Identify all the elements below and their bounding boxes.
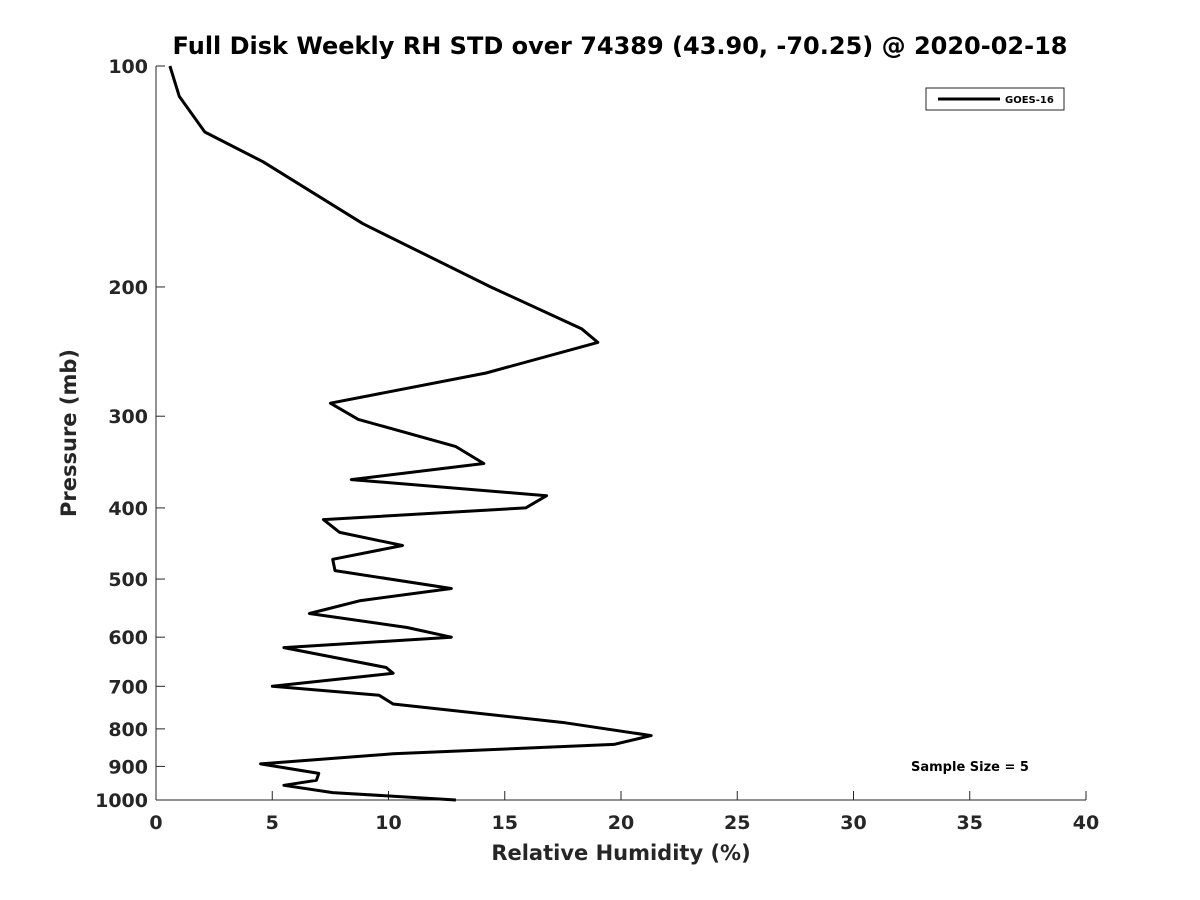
y-tick-label: 1000	[95, 790, 148, 812]
y-tick-label: 200	[108, 277, 148, 299]
y-tick-label: 300	[108, 406, 148, 428]
y-tick-label: 900	[108, 756, 148, 778]
legend: GOES-16	[925, 87, 1065, 111]
y-tick-label: 100	[108, 56, 148, 78]
y-axis-label: Pressure (mb)	[57, 349, 81, 517]
x-axis-ticks: 0 5 10 15 20 25 30 35 40	[149, 791, 1099, 834]
x-axis-label: Relative Humidity (%)	[491, 841, 750, 865]
x-tick-label: 20	[608, 812, 634, 834]
series-line-0	[168, 65, 653, 802]
sample-size-annotation: Sample Size = 5	[911, 760, 1029, 775]
x-tick-label: 10	[375, 812, 401, 834]
chart-title: Full Disk Weekly RH STD over 74389 (43.9…	[173, 32, 1068, 60]
series-layer	[168, 65, 653, 802]
legend-label-goes-16: GOES-16	[1005, 95, 1054, 106]
x-tick-label: 40	[1073, 812, 1099, 834]
x-tick-label: 0	[149, 812, 162, 834]
y-axis-ticks: 100 200 300 400 500 600 700 800 900 1000	[95, 56, 165, 812]
y-tick-label: 600	[108, 627, 148, 649]
y-tick-label: 800	[108, 719, 148, 741]
y-tick-label: 700	[108, 676, 148, 698]
x-tick-label: 5	[266, 812, 279, 834]
x-tick-label: 15	[492, 812, 518, 834]
y-tick-label: 500	[108, 569, 148, 591]
x-tick-label: 25	[724, 812, 750, 834]
y-tick-label: 400	[108, 498, 148, 520]
x-tick-label: 30	[840, 812, 866, 834]
x-tick-label: 35	[957, 812, 983, 834]
